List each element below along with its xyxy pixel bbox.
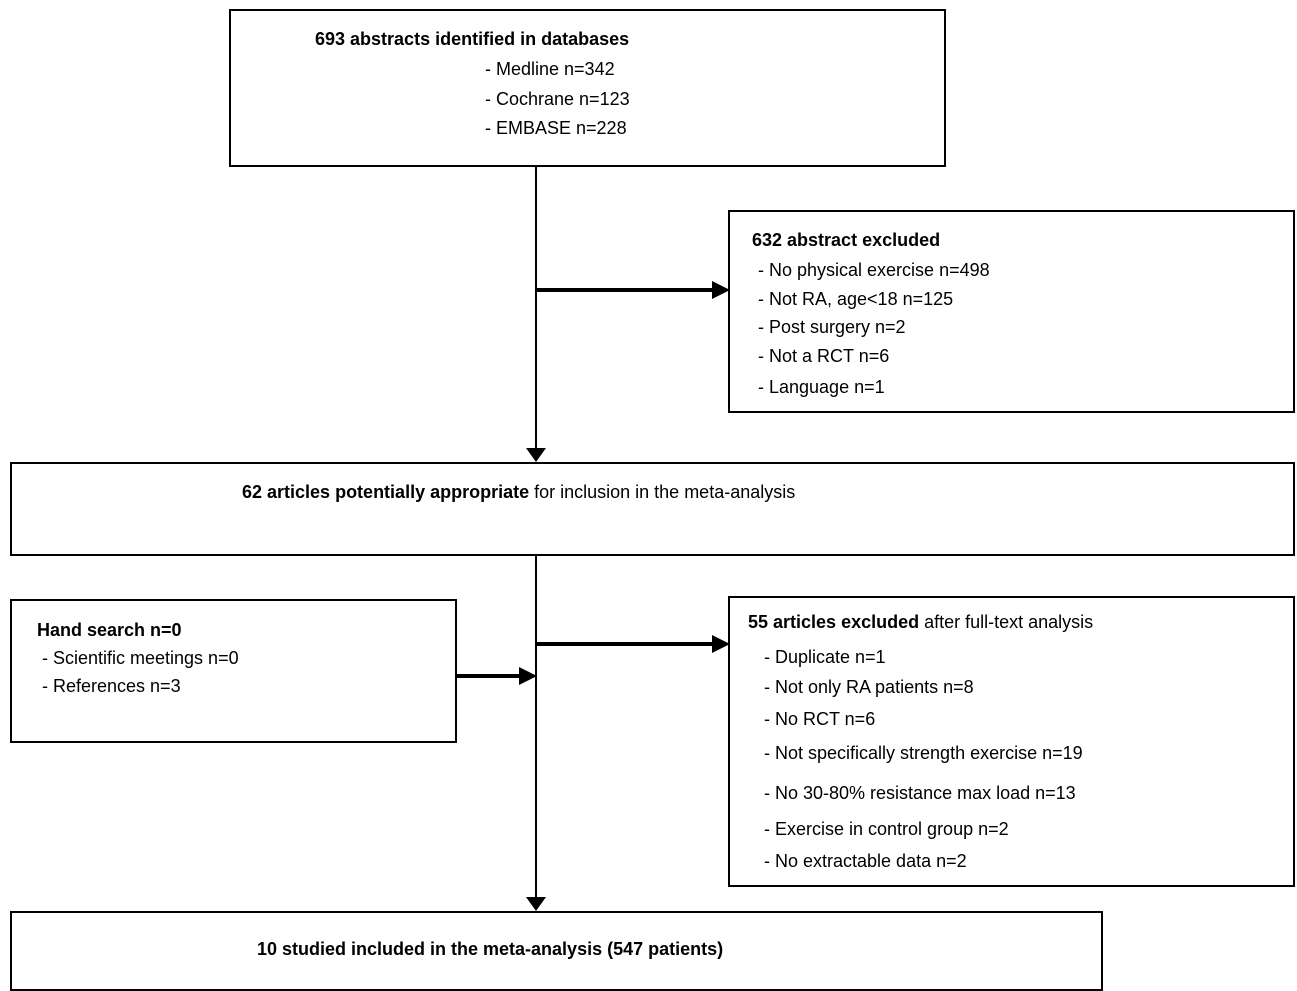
excluded-articles-title: 55 articles excluded after full-text ana…	[748, 611, 1093, 633]
hand-search-item: - References n=3	[42, 676, 181, 696]
excluded-articles-item: - No extractable data n=2	[764, 851, 967, 871]
excluded-articles-item: - No RCT n=6	[764, 709, 876, 729]
hand-search-box: Hand search n=0 - Scientific meetings n=…	[10, 599, 457, 743]
hand-search-item: - Scientific meetings n=0	[42, 648, 239, 668]
excluded-articles-box: 55 articles excluded after full-text ana…	[728, 596, 1295, 887]
excluded-articles-title-bold: 55 articles excluded	[748, 612, 920, 632]
included-title: 10 studied included in the meta-analysis…	[257, 939, 724, 959]
identified-item: - Cochrane n=123	[485, 89, 630, 109]
arrowhead-right-3	[519, 667, 537, 685]
excluded-articles-item: - Duplicate n=1	[764, 647, 886, 667]
identified-item: - EMBASE n=228	[485, 118, 627, 138]
excluded-articles-item: - Exercise in control group n=2	[764, 819, 1009, 839]
potential-box: 62 articles potentially appropriate for …	[10, 462, 1295, 556]
excluded-abstracts-item: - Not a RCT n=6	[758, 346, 890, 366]
excluded-abstracts-item: - Language n=1	[758, 377, 885, 397]
excluded-abstracts-item: - Not RA, age<18 n=125	[758, 289, 954, 309]
potential-title-bold: 62 articles potentially appropriate	[242, 482, 530, 502]
arrowhead-down-1	[526, 448, 546, 462]
excluded-articles-item: - No 30-80% resistance max load n=13	[764, 783, 1076, 803]
excluded-articles-title-rest: after full-text analysis	[919, 612, 1094, 632]
excluded-abstracts-item: - Post surgery n=2	[758, 317, 906, 337]
arrowhead-down-2	[526, 897, 546, 911]
potential-title-rest: for inclusion in the meta-analysis	[529, 482, 796, 502]
identified-item: - Medline n=342	[485, 59, 615, 79]
identified-box: 693 abstracts identified in databases - …	[229, 9, 946, 167]
identified-title: 693 abstracts identified in databases	[315, 29, 630, 49]
hand-search-title: Hand search n=0	[37, 620, 182, 640]
arrowhead-right-1	[712, 281, 730, 299]
included-box: 10 studied included in the meta-analysis…	[10, 911, 1103, 991]
excluded-articles-item: - Not specifically strength exercise n=1…	[764, 743, 1083, 763]
excluded-articles-item: - Not only RA patients n=8	[764, 677, 974, 697]
excluded-abstracts-title: 632 abstract excluded	[752, 230, 941, 250]
arrowhead-right-2	[712, 635, 730, 653]
excluded-abstracts-item: - No physical exercise n=498	[758, 260, 990, 280]
potential-title: 62 articles potentially appropriate for …	[242, 481, 795, 503]
excluded-abstracts-box: 632 abstract excluded - No physical exer…	[728, 210, 1295, 413]
